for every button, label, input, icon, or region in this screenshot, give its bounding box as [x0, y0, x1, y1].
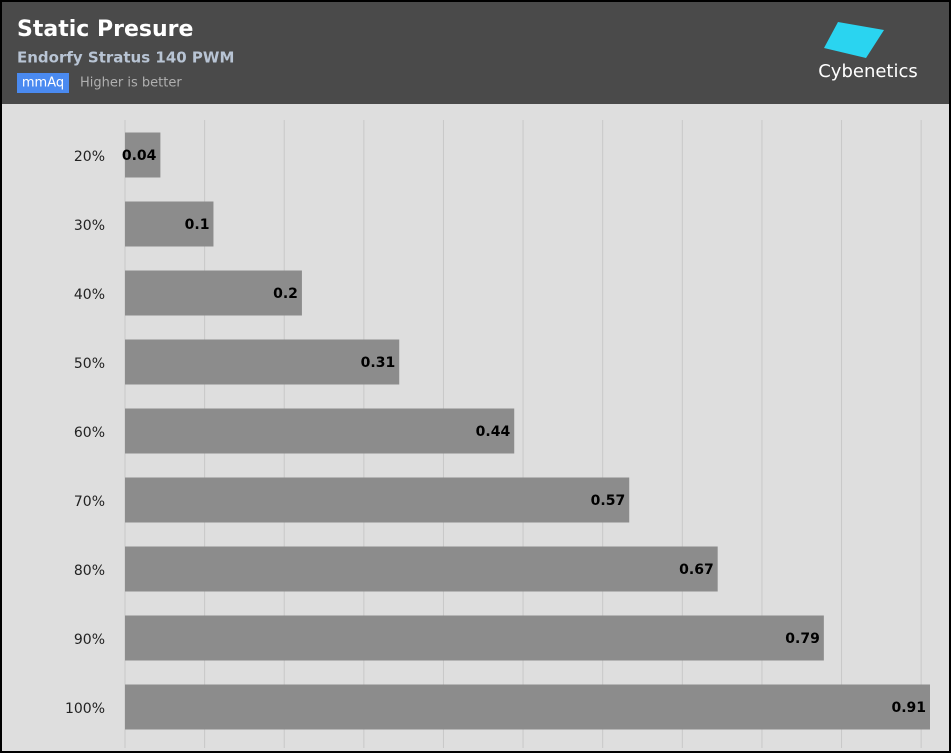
value-label: 0.67	[679, 562, 714, 578]
bar	[125, 684, 930, 730]
value-label: 0.04	[122, 148, 157, 164]
value-label: 0.57	[591, 493, 626, 509]
header	[2, 2, 949, 104]
value-label: 0.2	[273, 286, 298, 302]
chart-title: Static Presure	[17, 17, 193, 42]
y-tick-label: 20%	[74, 149, 105, 165]
value-label: 0.91	[891, 700, 926, 716]
bar	[125, 546, 718, 592]
bar	[125, 270, 302, 316]
bar	[125, 339, 400, 385]
bar	[125, 201, 214, 247]
y-tick-label: 50%	[74, 356, 105, 372]
y-tick-label: 30%	[74, 218, 105, 234]
y-tick-label: 60%	[74, 425, 105, 441]
bar	[125, 615, 824, 661]
brand-name: Cybenetics	[818, 61, 918, 82]
brand-logo	[824, 22, 884, 58]
y-tick-label: 70%	[74, 494, 105, 510]
y-tick-label: 40%	[74, 287, 105, 303]
note: Higher is better	[80, 76, 182, 91]
y-tick-label: 80%	[74, 563, 105, 579]
value-label: 0.44	[476, 424, 511, 440]
bar	[125, 408, 515, 454]
unit-badge	[17, 73, 69, 93]
y-tick-label: 90%	[74, 632, 105, 648]
unit-label: mmAq	[22, 76, 64, 91]
value-label: 0.79	[785, 631, 820, 647]
bar	[125, 132, 161, 178]
y-tick-label: 100%	[65, 701, 105, 717]
value-label: 0.1	[185, 217, 210, 233]
value-label: 0.31	[361, 355, 396, 371]
chart-subtitle: Endorfy Stratus 140 PWM	[17, 49, 234, 67]
bar	[125, 477, 630, 523]
